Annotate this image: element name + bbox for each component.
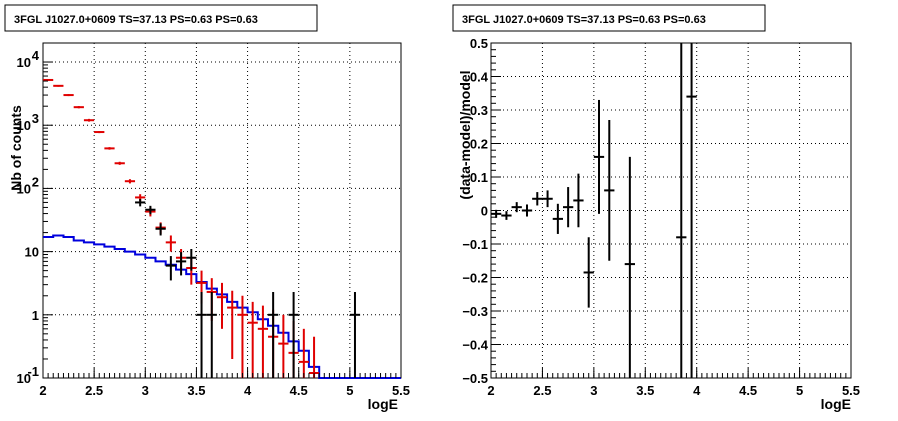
counts-xtick-label: 4.5: [290, 383, 308, 398]
counts-model-point: [63, 94, 74, 97]
counts-ytick-label: 10: [17, 118, 31, 133]
residual-axes: 2 2.5 3 3.5 4 4.5 5 5.5 −0.5 −0.4 −0.3 −0.2 −0.1 0 0.1…: [462, 36, 860, 398]
residual-point: [593, 99, 605, 214]
counts-data-point: [288, 291, 299, 378]
residual-ytick-label: −0.2: [462, 271, 488, 286]
residual-point: [583, 237, 594, 308]
counts-xtick-label: 4: [244, 383, 252, 398]
counts-xtick-label: 3.5: [187, 383, 205, 398]
residual-ylabel: (data-model)/model: [457, 70, 473, 199]
counts-model-point: [83, 118, 95, 122]
residual-point: [521, 204, 533, 217]
counts-data-point: [196, 291, 207, 378]
counts-xtick-label: 3: [142, 383, 149, 398]
residual-panel: 2 2.5 3 3.5 4 4.5 5 5.5 −0.5 −0.4 −0.3 −0.2 −0.1 0 0.1…: [452, 4, 860, 412]
counts-marks: [43, 78, 401, 379]
counts-data-point: [268, 291, 279, 378]
counts-data-point: [155, 223, 166, 236]
counts-model-point: [298, 328, 309, 378]
residual-xtick-label: 3.5: [636, 383, 654, 398]
counts-data-point: [349, 291, 361, 378]
residual-ytick-label: −0.3: [462, 304, 488, 319]
counts-model-point: [94, 131, 105, 134]
counts-data-point: [145, 205, 156, 215]
residual-point: [491, 209, 502, 218]
counts-model-point: [216, 282, 228, 329]
residual-point: [532, 192, 543, 206]
counts-ytick-exponent: 4: [32, 48, 40, 63]
counts-model-point: [308, 336, 320, 378]
counts-model-point: [227, 290, 238, 359]
residual-grid: [491, 43, 851, 378]
counts-model-point: [53, 84, 64, 87]
residual-point: [501, 211, 512, 220]
residual-xlabel: logE: [821, 396, 851, 412]
counts-data-point: [206, 291, 217, 378]
counts-title: 3FGL J1027.0+0609 TS=37.13 PS=0.63 PS=0.…: [14, 14, 258, 26]
residual-ytick-label: −0.5: [462, 371, 488, 386]
counts-ytick-exponent: -1: [27, 364, 39, 379]
residual-point: [624, 156, 635, 378]
residual-ytick-label: 0.3: [470, 103, 488, 118]
residual-title-box: [452, 4, 766, 32]
residual-ytick-label: −0.1: [462, 237, 488, 252]
counts-model-point: [73, 106, 84, 109]
residual-xtick-label: 5.5: [842, 383, 860, 398]
counts-model-point: [124, 179, 136, 184]
residual-ytick-label: 0.1: [470, 170, 488, 185]
residual-ytick-label: 0.2: [470, 137, 488, 152]
counts-model-point: [247, 301, 258, 378]
residual-point: [563, 187, 574, 228]
counts-xtick-label: 5.5: [392, 383, 410, 398]
residual-point: [676, 43, 687, 378]
residual-point: [604, 120, 615, 261]
residual-ytick-label: −0.4: [462, 338, 488, 353]
counts-ytick-exponent: 3: [32, 111, 39, 126]
counts-data-point: [186, 248, 197, 271]
residual-marks: [491, 43, 697, 378]
counts-xtick-label: 5: [346, 383, 353, 398]
residual-point: [542, 190, 553, 208]
counts-model-point: [165, 235, 176, 252]
residual-point: [511, 202, 522, 213]
counts-data-point: [135, 198, 146, 207]
counts-data-point: [165, 256, 176, 281]
counts-model-point: [278, 314, 289, 378]
residual-title: 3FGL J1027.0+0609 TS=37.13 PS=0.63 PS=0.…: [462, 14, 706, 26]
counts-ylabel: Nb of counts: [8, 105, 24, 191]
residual-xtick-label: 4.5: [739, 383, 757, 398]
counts-model-point: [43, 78, 54, 81]
counts-ytick-label: 10: [17, 55, 31, 70]
counts-model-point: [104, 147, 115, 150]
residual-ytick-label: 0: [481, 204, 488, 219]
counts-ytick-exponent: 2: [32, 174, 39, 189]
residual-ytick-label: 0.4: [470, 70, 489, 85]
residual-point: [573, 173, 584, 228]
residual-xtick-label: 2: [487, 383, 494, 398]
counts-model-point: [237, 295, 248, 378]
counts-ytick-label: 10: [25, 245, 39, 260]
residual-xtick-label: 4: [693, 383, 701, 398]
counts-data-point: [175, 252, 187, 276]
counts-title-box: [4, 4, 318, 32]
residual-ytick-label: 0.5: [470, 36, 488, 51]
residual-xtick-label: 3: [590, 383, 597, 398]
counts-xlabel: logE: [368, 396, 398, 412]
residual-xtick-label: 5: [796, 383, 803, 398]
counts-ytick-label: 1: [32, 308, 39, 323]
residual-xtick-label: 2.5: [533, 383, 551, 398]
residual-point: [552, 203, 563, 234]
counts-xtick-label: 2.5: [85, 383, 103, 398]
counts-model-point: [114, 161, 125, 165]
counts-ytick-label: 10: [17, 371, 31, 386]
residual-point: [686, 43, 697, 378]
counts-ytick-label: 10: [17, 181, 31, 196]
counts-model-point: [257, 305, 269, 378]
counts-xtick-label: 2: [39, 383, 46, 398]
